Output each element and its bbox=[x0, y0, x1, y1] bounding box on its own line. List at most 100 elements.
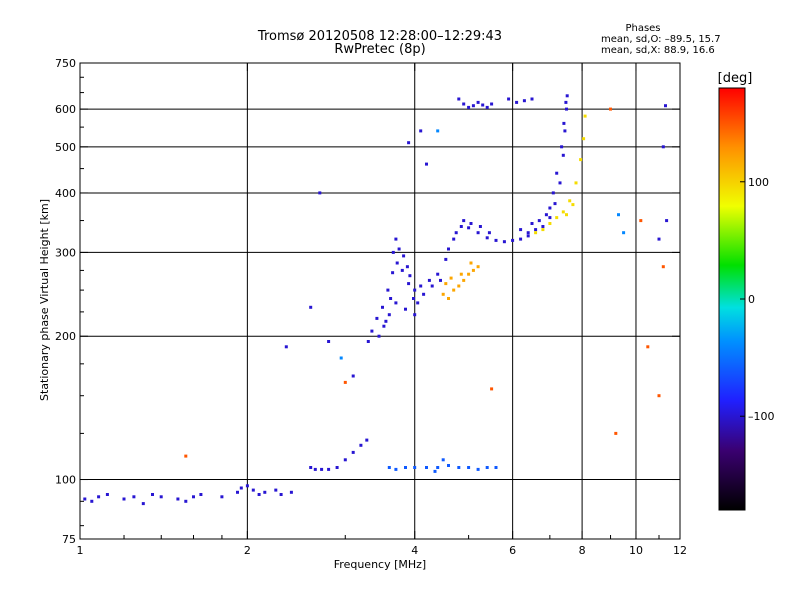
data-point bbox=[151, 493, 154, 496]
data-point bbox=[457, 466, 461, 469]
data-point bbox=[471, 104, 475, 108]
x-axis-ticks: 1 2 4 6 8 10 12 bbox=[77, 63, 687, 557]
data-point bbox=[467, 226, 471, 230]
data-point bbox=[159, 495, 163, 499]
x-tick-label: 1 bbox=[77, 544, 84, 557]
data-point bbox=[537, 219, 541, 223]
data-point bbox=[430, 284, 434, 288]
data-point bbox=[425, 466, 428, 469]
chart-subtitle: RwPretec (8p) bbox=[334, 42, 425, 57]
data-point bbox=[562, 121, 566, 125]
data-point bbox=[490, 102, 494, 106]
data-point bbox=[565, 94, 569, 98]
data-point bbox=[447, 297, 450, 300]
data-point bbox=[239, 486, 243, 490]
data-point bbox=[617, 213, 620, 217]
data-point bbox=[97, 495, 101, 499]
y-axis-label: Stationary phase Virtual Height [km] bbox=[38, 199, 51, 401]
data-point bbox=[441, 292, 445, 296]
data-point bbox=[558, 181, 562, 185]
data-point bbox=[427, 278, 431, 282]
data-point bbox=[530, 222, 534, 225]
data-point bbox=[609, 107, 612, 111]
data-point bbox=[141, 502, 145, 506]
data-point bbox=[439, 278, 442, 282]
data-point bbox=[384, 319, 388, 323]
data-point bbox=[274, 488, 278, 492]
data-point bbox=[490, 387, 494, 391]
data-point bbox=[519, 237, 523, 241]
data-point bbox=[387, 313, 391, 317]
data-point bbox=[548, 206, 552, 210]
data-point bbox=[614, 431, 618, 435]
y-tick-label: 300 bbox=[55, 246, 76, 259]
data-point bbox=[481, 103, 485, 107]
y-axis-ticks: 75 100 200 300 400 500 600 750 bbox=[55, 57, 680, 546]
data-point bbox=[582, 137, 586, 141]
x-tick-label: 6 bbox=[509, 544, 516, 557]
data-point bbox=[220, 495, 224, 499]
data-point bbox=[382, 324, 386, 328]
x-tick-label: 4 bbox=[411, 544, 418, 557]
data-point bbox=[541, 225, 545, 228]
data-point bbox=[561, 210, 565, 214]
data-point bbox=[457, 97, 461, 101]
data-point bbox=[436, 466, 440, 469]
data-point bbox=[444, 282, 448, 286]
data-point bbox=[351, 374, 355, 378]
data-point bbox=[413, 466, 417, 469]
data-point bbox=[457, 284, 461, 288]
data-point bbox=[462, 278, 466, 282]
data-points bbox=[83, 94, 669, 506]
data-point bbox=[515, 100, 519, 104]
data-point bbox=[622, 231, 626, 235]
data-point bbox=[400, 268, 404, 272]
data-point bbox=[452, 237, 456, 241]
data-point bbox=[548, 216, 552, 220]
data-point bbox=[560, 145, 564, 149]
data-point bbox=[394, 467, 398, 471]
data-point bbox=[413, 313, 417, 317]
data-point bbox=[419, 129, 423, 133]
data-point bbox=[441, 458, 445, 462]
data-point bbox=[422, 292, 426, 296]
data-point bbox=[657, 237, 661, 241]
data-point bbox=[462, 219, 466, 223]
data-point bbox=[485, 105, 489, 109]
data-point bbox=[476, 231, 480, 235]
colorbar-tick-label: 100 bbox=[748, 176, 769, 189]
data-point bbox=[485, 236, 489, 240]
data-point bbox=[425, 162, 428, 166]
data-point bbox=[343, 380, 347, 384]
data-point bbox=[487, 231, 491, 235]
y-tick-label: 500 bbox=[55, 141, 76, 154]
data-point bbox=[327, 340, 331, 343]
data-point bbox=[476, 100, 480, 104]
data-point bbox=[548, 222, 552, 225]
data-point bbox=[449, 276, 453, 280]
data-point bbox=[467, 105, 471, 109]
grid-lines bbox=[80, 63, 680, 539]
data-point bbox=[534, 228, 538, 232]
data-point bbox=[359, 443, 363, 447]
data-point bbox=[551, 191, 555, 195]
colorbar-label: [deg] bbox=[718, 71, 753, 86]
data-point bbox=[419, 284, 423, 288]
data-point bbox=[309, 305, 313, 309]
data-point bbox=[469, 261, 473, 265]
y-tick-label: 200 bbox=[55, 330, 76, 343]
data-point bbox=[459, 225, 463, 228]
data-point bbox=[526, 234, 530, 238]
data-point bbox=[343, 458, 347, 462]
x-tick-label: 10 bbox=[629, 544, 643, 557]
data-point bbox=[583, 114, 587, 118]
data-point bbox=[519, 228, 523, 232]
data-point bbox=[478, 225, 482, 228]
data-point bbox=[526, 231, 530, 235]
data-point bbox=[471, 268, 475, 272]
data-point bbox=[522, 99, 526, 103]
data-point bbox=[320, 467, 324, 471]
data-point bbox=[462, 102, 466, 106]
data-point bbox=[370, 329, 374, 333]
